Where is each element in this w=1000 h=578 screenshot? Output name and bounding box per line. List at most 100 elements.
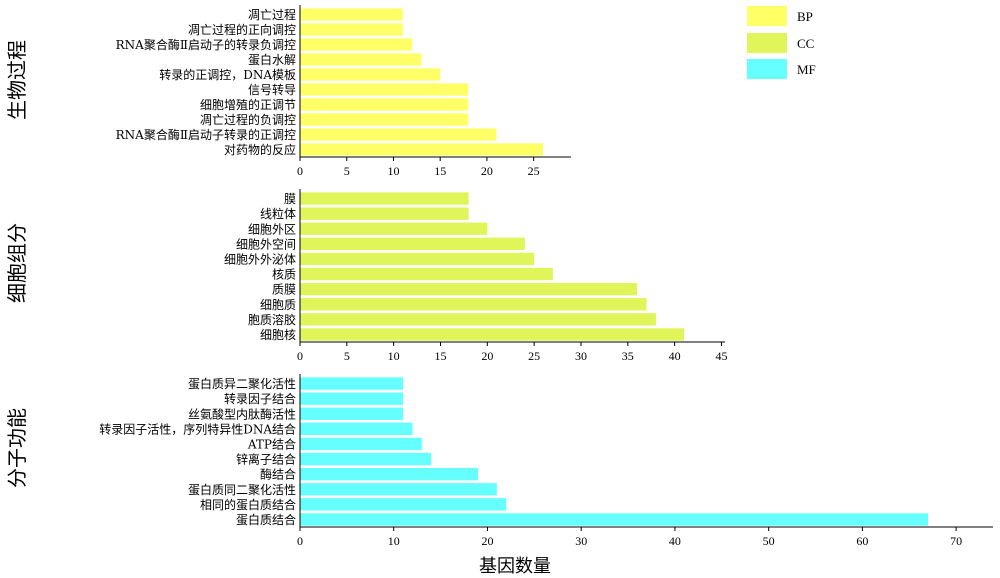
panel-title: 细胞组分 (5, 223, 29, 303)
category-label: ATP结合 (247, 436, 296, 451)
bar (300, 68, 441, 81)
category-label: 凋亡过程的负调控 (200, 112, 296, 127)
category-label: 转录因子结合 (224, 391, 296, 406)
category-label: 酶结合 (260, 467, 296, 482)
category-label: 转录的正调控，DNA模板 (159, 67, 296, 82)
bar (300, 407, 404, 420)
category-label: 膜 (284, 192, 296, 206)
x-tick-label: 45 (715, 349, 727, 363)
legend-label: BP (797, 9, 813, 24)
chart-panels: 凋亡过程凋亡过程的正向调控RNA聚合酶Ⅱ启动子的转录负调控蛋白水解转录的正调控，… (5, 5, 993, 548)
bar (300, 53, 422, 66)
bar (300, 328, 684, 341)
panel-title: 分子功能 (5, 408, 29, 488)
category-label: 胞质溶胶 (248, 312, 296, 327)
category-label: RNA聚合酶Ⅱ启动子的转录负调控 (116, 37, 296, 52)
bar (300, 38, 413, 51)
category-label: 细胞增殖的正调节 (200, 97, 296, 112)
bar (300, 377, 404, 390)
category-label: 丝氨酸型内肽酶活性 (188, 406, 296, 421)
bar (300, 23, 403, 36)
panel-title: 生物过程 (5, 40, 29, 120)
bar (300, 298, 647, 311)
bar (300, 437, 422, 451)
category-label: 质膜 (272, 283, 296, 297)
x-tick-label: 40 (669, 349, 681, 363)
x-tick-label: 25 (528, 164, 540, 178)
x-tick-label: 10 (388, 349, 400, 363)
x-tick-label: 10 (388, 534, 400, 548)
category-label: 蛋白水解 (248, 52, 296, 67)
legend-swatch (747, 33, 787, 53)
category-label: 蛋白质异二聚化活性 (188, 376, 296, 391)
x-tick-label: 0 (297, 534, 303, 548)
category-label: 锌离子结合 (236, 452, 296, 467)
bar (300, 237, 525, 251)
category-label: 细胞质 (260, 298, 296, 312)
bar (300, 143, 543, 156)
legend-label: MF (797, 62, 816, 77)
bar (300, 267, 553, 281)
category-label: 转录因子活性，序列特异性DNA结合 (99, 421, 296, 436)
category-label: 凋亡过程 (248, 7, 296, 22)
bar (300, 513, 928, 526)
category-label: 对药物的反应 (224, 142, 296, 157)
x-tick-label: 15 (434, 349, 446, 363)
x-tick-label: 20 (481, 349, 493, 363)
bar (300, 392, 404, 405)
bar (300, 498, 507, 511)
x-tick-label: 20 (481, 164, 493, 178)
category-label: 细胞外区 (248, 222, 296, 236)
bar (300, 282, 638, 296)
bar (300, 192, 469, 205)
category-label: 相同的蛋白质结合 (200, 497, 296, 512)
x-tick-label: 50 (763, 534, 775, 548)
category-label: 核质 (272, 268, 296, 282)
bar (300, 422, 413, 436)
bar (300, 222, 488, 235)
legend: BP CC MF (747, 6, 816, 79)
x-tick-label: 40 (669, 534, 681, 548)
category-label: 细胞核 (260, 328, 296, 342)
category-label: 蛋白质同二聚化活性 (188, 482, 296, 497)
category-label: 蛋白质结合 (236, 512, 296, 527)
category-label: 细胞外空间 (236, 237, 296, 251)
legend-label: CC (797, 36, 814, 51)
legend-swatch (747, 6, 787, 26)
bar (300, 8, 403, 21)
x-tick-label: 35 (622, 349, 634, 363)
x-tick-label: 25 (528, 349, 540, 363)
panel-bp: 凋亡过程凋亡过程的正向调控RNA聚合酶Ⅱ启动子的转录负调控蛋白水解转录的正调控，… (5, 5, 571, 178)
legend-swatch (747, 59, 787, 79)
category-label: RNA聚合酶Ⅱ启动子转录的正调控 (116, 127, 296, 142)
category-label: 信号转导 (248, 82, 296, 97)
category-label: 凋亡过程的正向调控 (188, 22, 296, 37)
x-tick-label: 5 (344, 349, 350, 363)
bar (300, 128, 497, 141)
x-tick-label: 20 (481, 534, 493, 548)
panel-mf: 蛋白质异二聚化活性转录因子结合丝氨酸型内肽酶活性转录因子活性，序列特异性DNA结… (5, 374, 993, 548)
x-axis-label: 基因数量 (479, 556, 551, 577)
x-tick-label: 15 (434, 164, 446, 178)
x-tick-label: 0 (297, 164, 303, 178)
bar (300, 483, 497, 496)
bar (300, 313, 656, 326)
x-tick-label: 30 (575, 349, 587, 363)
x-tick-label: 70 (950, 534, 962, 548)
bar (300, 83, 469, 96)
category-label: 细胞外外泌体 (224, 252, 296, 266)
bar (300, 467, 479, 481)
bar (300, 98, 469, 111)
bar (300, 452, 432, 466)
x-tick-label: 60 (856, 534, 868, 548)
bar (300, 252, 535, 266)
x-tick-label: 10 (387, 164, 399, 178)
bar (300, 113, 469, 126)
x-tick-label: 30 (575, 534, 587, 548)
x-tick-label: 0 (297, 349, 303, 363)
bar (300, 207, 469, 220)
x-tick-label: 5 (344, 164, 350, 178)
category-label: 线粒体 (260, 206, 296, 221)
